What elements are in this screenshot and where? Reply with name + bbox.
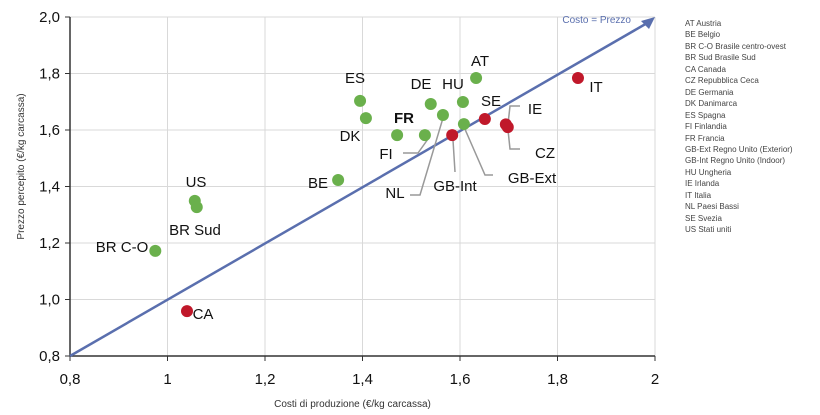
data-label: ES <box>345 70 365 87</box>
legend-item: IT Italia <box>685 190 712 200</box>
data-label: BE <box>308 175 328 192</box>
legend-item: NL Paesi Bassi <box>685 202 739 212</box>
x-tick-label: 1,2 <box>255 371 276 388</box>
data-label: AT <box>471 53 489 70</box>
y-axis-label: Prezzo percepito (€/kg carcassa) <box>16 93 27 239</box>
data-label: GB-Int <box>433 178 477 195</box>
data-point-fi <box>418 129 431 142</box>
data-label: DE <box>411 76 432 93</box>
legend-item: BR Sud Brasile Sud <box>685 53 756 63</box>
y-tick-label: 1,6 <box>39 122 60 139</box>
data-label: DK <box>340 128 361 145</box>
data-point-ca <box>181 305 193 318</box>
legend-item: HU Ungheria <box>685 167 732 177</box>
leader-line <box>507 105 520 125</box>
x-tick-label: 0,8 <box>60 371 81 388</box>
data-label: CA <box>193 306 214 323</box>
legend-item: GB-Ext Regno Unito (Exterior) <box>685 144 793 154</box>
data-point-gb-ext <box>457 118 470 131</box>
legend: AT Austria BE Belgio BR C-O Brasile centro… <box>685 18 793 236</box>
legend-item: FR Francia <box>685 133 725 143</box>
data-label: US <box>186 174 207 191</box>
data-point-at <box>470 72 483 85</box>
leader-line <box>507 129 520 150</box>
x-tick-label: 1,4 <box>352 371 373 388</box>
data-label: CZ <box>535 145 555 162</box>
data-point-dk <box>359 112 372 125</box>
legend-item: DE Germania <box>685 87 734 97</box>
x-tick-label: 1 <box>163 371 171 388</box>
legend-item: CZ Repubblica Ceca <box>685 76 759 86</box>
data-point-es <box>354 94 367 107</box>
data-label: NL <box>385 185 404 202</box>
x-tick-label: 1,6 <box>450 371 471 388</box>
legend-item: ES Spagna <box>685 110 726 120</box>
y-tick-label: 1,0 <box>39 292 60 309</box>
legend-item: CA Canada <box>685 64 726 74</box>
x-tick-label: 2 <box>651 371 659 388</box>
legend-item: FI Finlandia <box>685 122 727 132</box>
y-tick-label: 0,8 <box>39 348 60 365</box>
legend-item: AT Austria <box>685 19 722 28</box>
legend-item: IE Irlanda <box>685 179 720 189</box>
legend-item: GB-Int Regno Unito (Indoor) <box>685 156 786 166</box>
reference-line-label: Costo = Prezzo <box>562 15 631 26</box>
data-point-br-c-o <box>149 244 162 257</box>
data-point-br-sud <box>190 201 203 214</box>
leader-line <box>403 138 429 154</box>
legend-item: SE Svezia <box>685 213 722 223</box>
arrow-head-icon <box>641 17 655 29</box>
y-tick-label: 1,4 <box>39 179 60 196</box>
legend-item: BE Belgio <box>685 30 721 40</box>
legend-item: BR C-O Brasile centro-ovest <box>685 41 786 51</box>
data-label: BR C-O <box>96 239 149 256</box>
y-tick-label: 1,8 <box>39 66 60 83</box>
data-point-gb-int <box>446 129 459 142</box>
y-tick-label: 1,2 <box>39 235 60 252</box>
data-point-be <box>332 174 345 187</box>
data-point-hu <box>456 96 469 109</box>
leader-line <box>410 117 444 196</box>
data-label: HU <box>442 76 464 93</box>
data-point-se <box>478 112 491 125</box>
data-label: IE <box>528 101 542 118</box>
data-label: BR Sud <box>169 222 221 239</box>
data-label: IT <box>589 79 602 96</box>
legend-item: US Stati uniti <box>685 225 732 235</box>
data-label: GB-Ext <box>508 170 557 187</box>
cost-equals-price-line <box>69 20 650 358</box>
y-tick-label: 2,0 <box>39 9 60 26</box>
data-point-de <box>424 98 437 111</box>
data-point-nl <box>436 109 449 122</box>
data-label: FI <box>379 146 392 163</box>
data-label: SE <box>481 93 501 110</box>
leader-line <box>452 139 456 173</box>
data-point-cz <box>501 121 514 134</box>
data-point-it <box>571 72 584 85</box>
legend-item: DK Danimarca <box>685 99 738 109</box>
leader-line <box>463 126 493 176</box>
data-label: FR <box>394 110 414 127</box>
x-axis-label: Costi di produzione (€/kg carcassa) <box>274 399 431 410</box>
x-tick-label: 1,8 <box>547 371 568 388</box>
data-point-fr <box>391 129 404 142</box>
